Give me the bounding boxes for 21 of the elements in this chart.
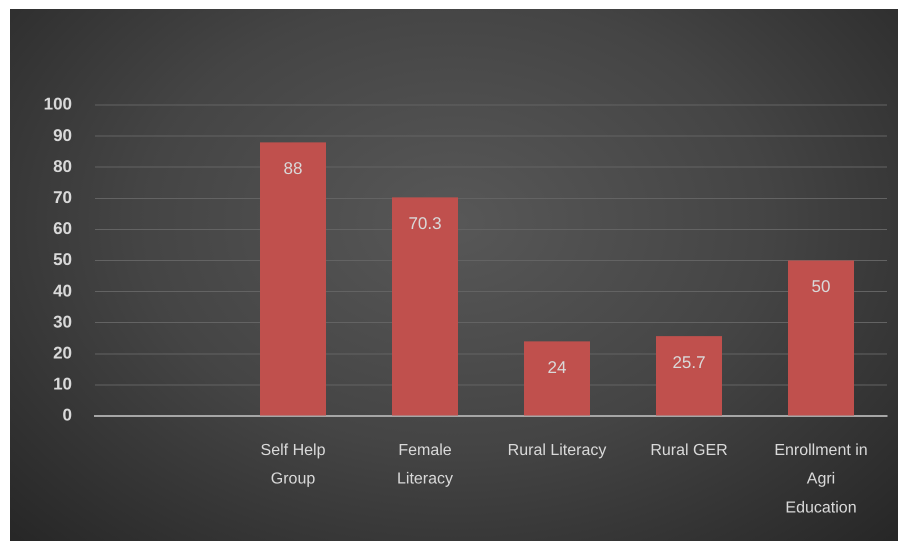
y-tick-label: 60 (53, 219, 72, 238)
data-label: 88 (284, 159, 302, 178)
y-tick-label: 100 (44, 94, 72, 114)
y-tick-label: 80 (53, 156, 72, 176)
y-tick-label: 40 (53, 281, 72, 300)
data-label: 25.7 (672, 352, 706, 372)
data-label: 24 (548, 358, 566, 378)
y-tick-label: 50 (53, 250, 72, 270)
data-label: 50 (812, 277, 830, 296)
x-tick-label: Self Help Group (260, 442, 326, 488)
x-tick-label: Female Literacy (396, 442, 454, 488)
y-tick-label: 20 (53, 343, 72, 362)
x-tick-label: Rural GER (650, 442, 728, 459)
y-tick-label: 90 (53, 126, 72, 145)
y-tick-label: 10 (53, 374, 72, 394)
y-tick-label: 30 (53, 312, 72, 332)
y-tick-label: 70 (53, 188, 72, 207)
x-tick-label: Enrollment in Agri Education (774, 442, 868, 516)
y-tick-label: 0 (62, 406, 72, 425)
data-label: 70.3 (408, 214, 442, 234)
x-tick-label: Rural Literacy (508, 442, 606, 459)
